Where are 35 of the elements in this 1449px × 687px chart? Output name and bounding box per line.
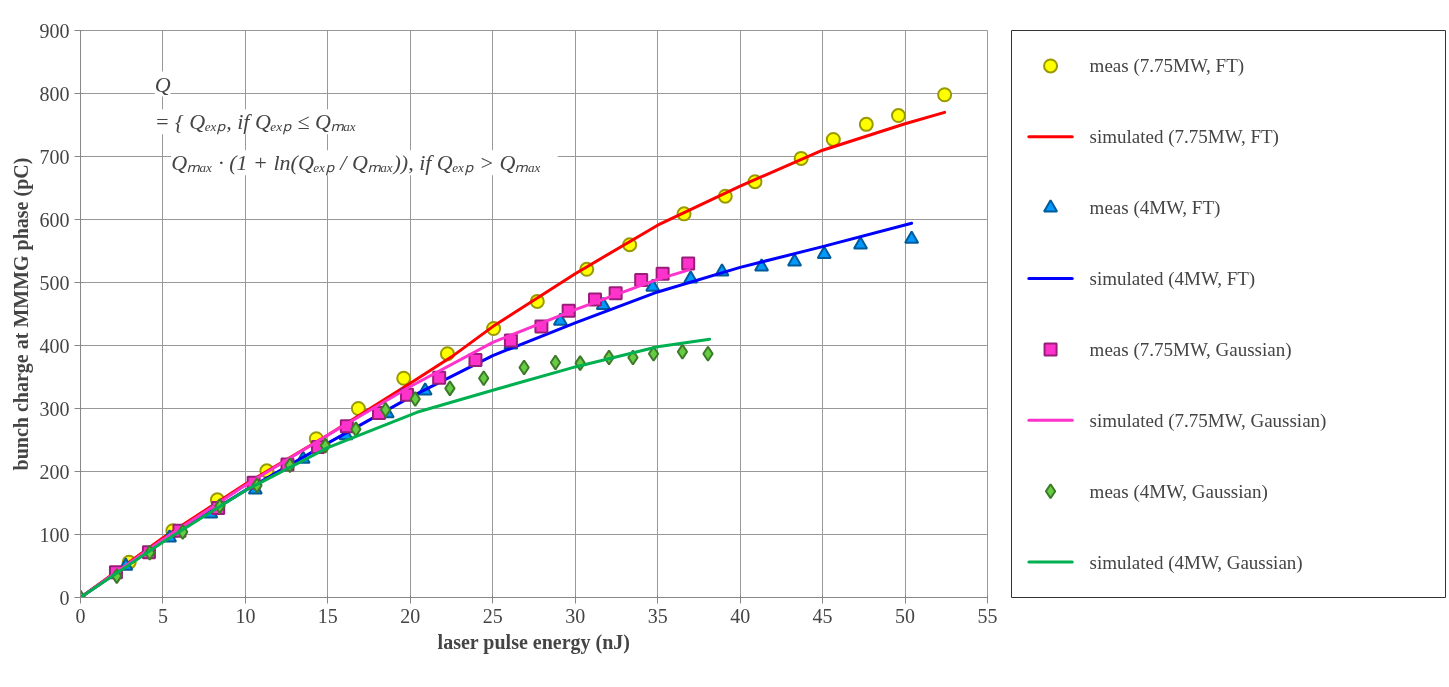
legend-label: meas (4MW, Gaussian) xyxy=(1089,480,1268,503)
legend-label: simulated (7.75MW, Gaussian) xyxy=(1089,409,1327,432)
x-tick-label: 40 xyxy=(730,604,751,627)
y-tick-label: 800 xyxy=(39,82,70,105)
x-axis-title: laser pulse energy (nJ) xyxy=(437,630,631,654)
y-tick-label: 700 xyxy=(39,145,70,168)
annotation: Qₘₐₓ · (1 + ln(Qₑₓₚ / Qₘₐₓ)), if Qₑₓₚ > Qₘₐₓ xyxy=(171,150,542,177)
x-tick-label: 15 xyxy=(317,604,338,627)
legend-label: simulated (7.75MW, FT) xyxy=(1089,126,1279,149)
y-tick-label: 300 xyxy=(39,397,70,420)
y-tick-label: 100 xyxy=(39,523,70,546)
y-tick-label: 400 xyxy=(39,334,70,357)
y-tick-label: 600 xyxy=(39,208,70,231)
x-tick-label: 30 xyxy=(565,604,586,627)
x-tick-label: 20 xyxy=(400,604,421,627)
legend-label: meas (4MW, FT) xyxy=(1089,197,1221,220)
annotation: Q xyxy=(154,71,171,97)
y-tick-label: 200 xyxy=(39,460,70,483)
legend-label: meas (7.75MW, FT) xyxy=(1089,55,1245,78)
x-tick-label: 35 xyxy=(647,604,668,627)
legend-label: meas (7.75MW, Gaussian) xyxy=(1089,338,1292,361)
x-tick-label: 50 xyxy=(895,604,916,627)
y-tick-label: 900 xyxy=(39,19,70,42)
x-tick-label: 0 xyxy=(75,604,86,627)
legend-label: simulated (4MW, FT) xyxy=(1089,268,1256,291)
y-tick-label: 500 xyxy=(39,271,70,294)
x-tick-label: 10 xyxy=(235,604,256,627)
x-tick-label: 25 xyxy=(482,604,503,627)
x-tick-label: 45 xyxy=(812,604,833,627)
y-axis-title: bunch charge at MMMG phase (pC) xyxy=(9,157,33,471)
x-tick-label: 5 xyxy=(157,604,168,627)
x-tick-label: 55 xyxy=(977,604,998,627)
annotation: = { Qₑₓₚ, if Qₑₓₚ ≤ Qₘₐₓ xyxy=(154,109,357,136)
y-tick-label: 0 xyxy=(59,586,70,609)
legend-label: simulated (4MW, Gaussian) xyxy=(1089,551,1303,574)
